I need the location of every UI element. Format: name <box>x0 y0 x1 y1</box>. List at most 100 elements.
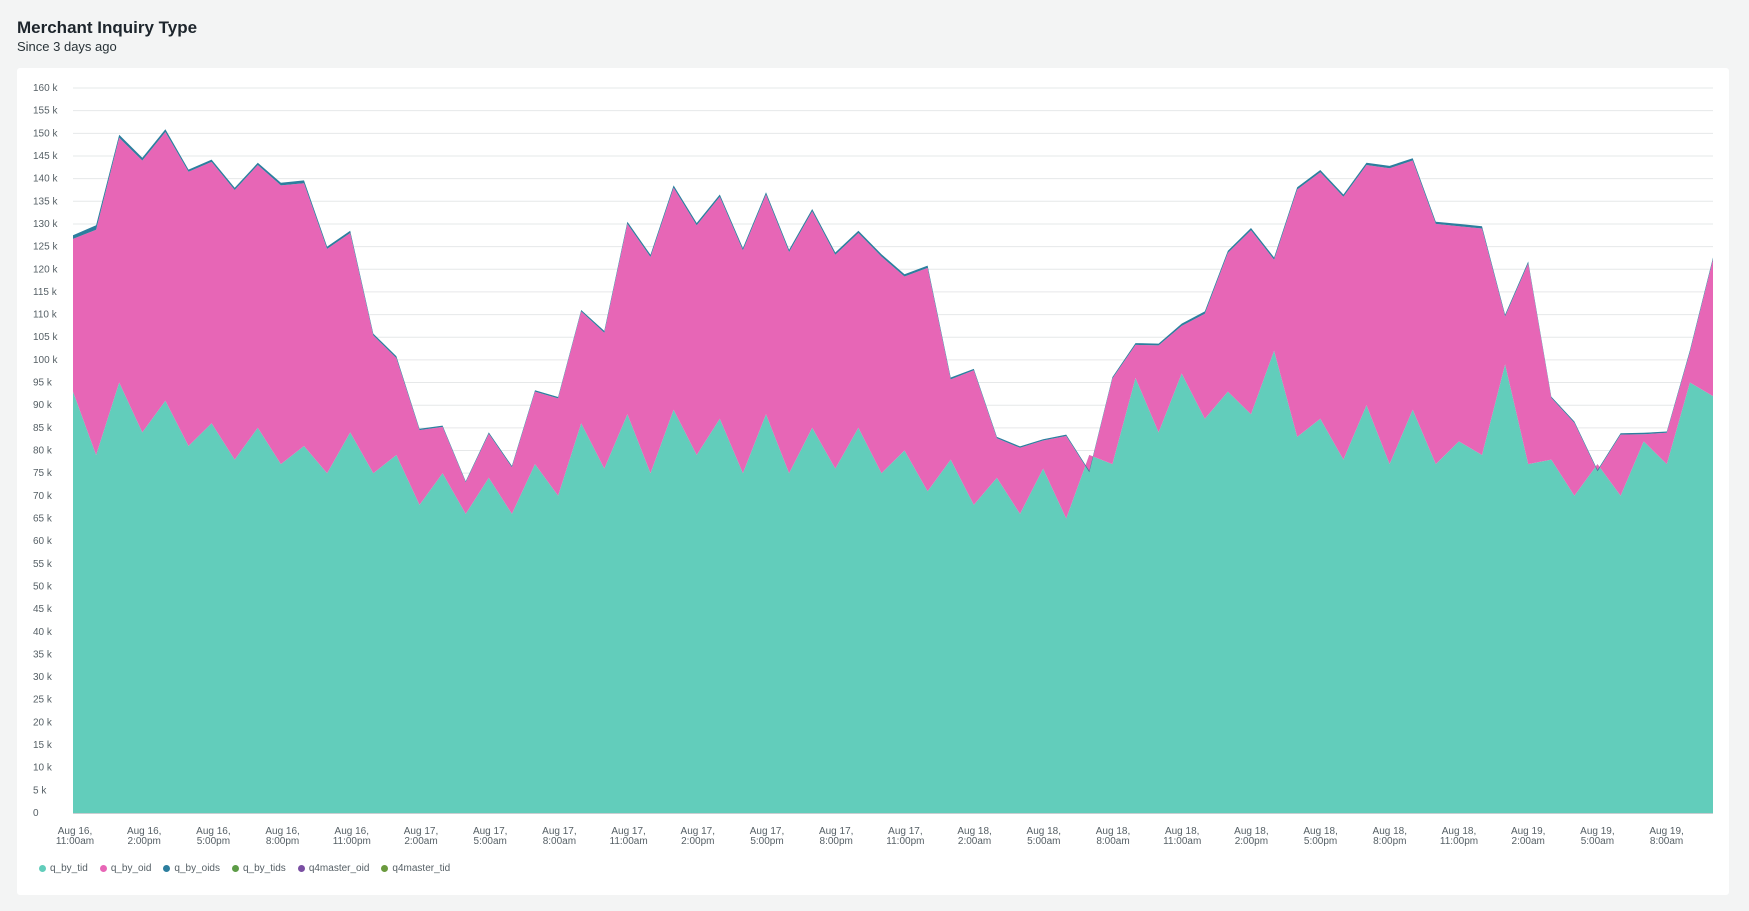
x-tick-label: 11:00pm <box>1440 836 1478 847</box>
x-tick-label: Aug 18, <box>1234 826 1268 837</box>
chart-card: 0 5 k 10 k 15 k 20 k 25 k 30 k 35 k 40 k 45 k 50 k… <box>17 68 1729 895</box>
legend-item-q_by_tids[interactable]: q_by_tids <box>232 863 286 874</box>
y-tick-label: 80 k <box>33 446 53 457</box>
legend-label: q_by_tids <box>243 863 286 874</box>
y-tick-label: 35 k <box>33 649 53 660</box>
x-tick-label: Aug 18, <box>1165 826 1199 837</box>
x-tick-label: 5:00pm <box>197 836 230 847</box>
x-tick-label: Aug 19, <box>1649 826 1683 837</box>
x-tick-label: Aug 16, <box>58 826 92 837</box>
x-tick-label: Aug 18, <box>1303 826 1337 837</box>
x-tick-label: 5:00am <box>1581 836 1614 847</box>
x-tick-label: Aug 17, <box>819 826 853 837</box>
x-tick-label: Aug 17, <box>473 826 507 837</box>
y-tick-label: 115 k <box>33 287 58 298</box>
y-tick-label: 0 <box>33 808 39 819</box>
legend-item-q_by_tid[interactable]: q_by_tid <box>39 863 88 874</box>
y-tick-label: 85 k <box>33 423 53 434</box>
y-tick-label: 110 k <box>33 310 58 321</box>
legend-item-q4master_oid[interactable]: q4master_oid <box>297 863 370 874</box>
x-tick-label: Aug 16, <box>265 826 299 837</box>
x-tick-label: Aug 18, <box>1442 826 1476 837</box>
series-area-q_by_oid <box>73 132 1713 519</box>
legend-dot-icon <box>39 865 46 872</box>
legend-item-q_by_oid[interactable]: q_by_oid <box>99 863 152 874</box>
x-tick-label: 11:00pm <box>333 836 371 847</box>
x-tick-label: 8:00am <box>1096 836 1129 847</box>
x-tick-label: 8:00pm <box>266 836 299 847</box>
y-tick-label: 15 k <box>33 740 53 751</box>
x-tick-label: 11:00am <box>1163 836 1201 847</box>
x-tick-label: 8:00am <box>543 836 576 847</box>
x-tick-label: Aug 17, <box>888 826 922 837</box>
y-tick-label: 105 k <box>33 332 58 343</box>
x-tick-label: 8:00pm <box>820 836 853 847</box>
x-tick-label: Aug 19, <box>1580 826 1614 837</box>
y-tick-label: 5 k <box>33 785 47 796</box>
legend-label: q_by_oids <box>174 863 220 874</box>
legend-label: q4master_oid <box>308 863 370 874</box>
x-tick-label: 5:00pm <box>1304 836 1337 847</box>
y-tick-label: 70 k <box>33 491 53 502</box>
legend-dot-icon <box>163 865 171 872</box>
x-tick-label: 2:00pm <box>128 836 161 847</box>
x-tick-label: 2:00pm <box>681 836 714 847</box>
y-tick-label: 160 k <box>33 83 58 94</box>
legend-item-q4master_tid[interactable]: q4master_tid <box>381 863 450 874</box>
y-tick-label: 60 k <box>33 536 53 547</box>
y-tick-label: 25 k <box>33 695 53 706</box>
x-tick-label: Aug 16, <box>127 826 161 837</box>
y-tick-label: 75 k <box>33 468 53 479</box>
y-tick-label: 150 k <box>33 128 58 139</box>
y-tick-label: 125 k <box>33 242 58 253</box>
y-tick-label: 55 k <box>33 559 53 570</box>
y-tick-label: 20 k <box>33 717 53 728</box>
x-tick-label: Aug 16, <box>335 826 369 837</box>
legend-label: q4master_tid <box>392 863 451 874</box>
x-tick-label: Aug 17, <box>542 826 576 837</box>
legend-dot-icon <box>232 865 239 872</box>
x-tick-label: 8:00pm <box>1373 836 1406 847</box>
y-tick-label: 135 k <box>33 196 58 207</box>
y-tick-label: 155 k <box>33 106 58 117</box>
y-tick-label: 130 k <box>33 219 58 230</box>
y-tick-label: 65 k <box>33 513 53 524</box>
y-tick-label: 145 k <box>33 151 58 162</box>
legend-dot-icon <box>297 865 305 872</box>
y-tick-label: 90 k <box>33 400 53 411</box>
x-tick-label: Aug 17, <box>611 826 645 837</box>
y-tick-label: 95 k <box>33 378 53 389</box>
chart-legend: q_by_tid q_by_oid q_by_oids q_by_tids q4mast… <box>39 863 450 874</box>
chart-title: Merchant Inquiry Type <box>17 18 198 37</box>
x-tick-label: Aug 17, <box>681 826 715 837</box>
x-tick-label: 11:00am <box>56 836 94 847</box>
y-tick-label: 120 k <box>33 264 58 275</box>
legend-dot-icon <box>381 865 389 872</box>
y-tick-label: 40 k <box>33 627 53 638</box>
x-tick-label: Aug 18, <box>1027 826 1061 837</box>
stacked-area-chart[interactable]: 0 5 k 10 k 15 k 20 k 25 k 30 k 35 k 40 k 45 k 50 k… <box>17 68 1729 895</box>
x-tick-label: 5:00pm <box>750 836 783 847</box>
y-tick-label: 100 k <box>33 355 58 366</box>
x-tick-label: Aug 18, <box>957 826 991 837</box>
x-tick-label: 5:00am <box>1027 836 1060 847</box>
x-tick-label: 11:00pm <box>886 836 924 847</box>
legend-item-q_by_oids[interactable]: q_by_oids <box>163 863 220 874</box>
y-tick-label: 45 k <box>33 604 53 615</box>
series-area-q_by_tid <box>73 350 1713 813</box>
x-tick-label: Aug 17, <box>750 826 784 837</box>
x-tick-label: 2:00am <box>958 836 991 847</box>
x-tick-label: 8:00am <box>1650 836 1683 847</box>
x-tick-label: Aug 19, <box>1511 826 1545 837</box>
y-tick-label: 140 k <box>33 174 58 185</box>
chart-subtitle: Since 3 days ago <box>17 39 117 54</box>
x-tick-label: 11:00am <box>610 836 648 847</box>
x-tick-label: 2:00pm <box>1235 836 1268 847</box>
chart-header: Merchant Inquiry Type Since 3 days ago <box>17 17 197 55</box>
x-tick-label: 5:00am <box>474 836 507 847</box>
y-tick-label: 30 k <box>33 672 53 683</box>
x-tick-label: Aug 17, <box>404 826 438 837</box>
legend-label: q_by_oid <box>110 863 152 874</box>
x-tick-label: 2:00am <box>404 836 437 847</box>
legend-label: q_by_tid <box>50 863 88 874</box>
